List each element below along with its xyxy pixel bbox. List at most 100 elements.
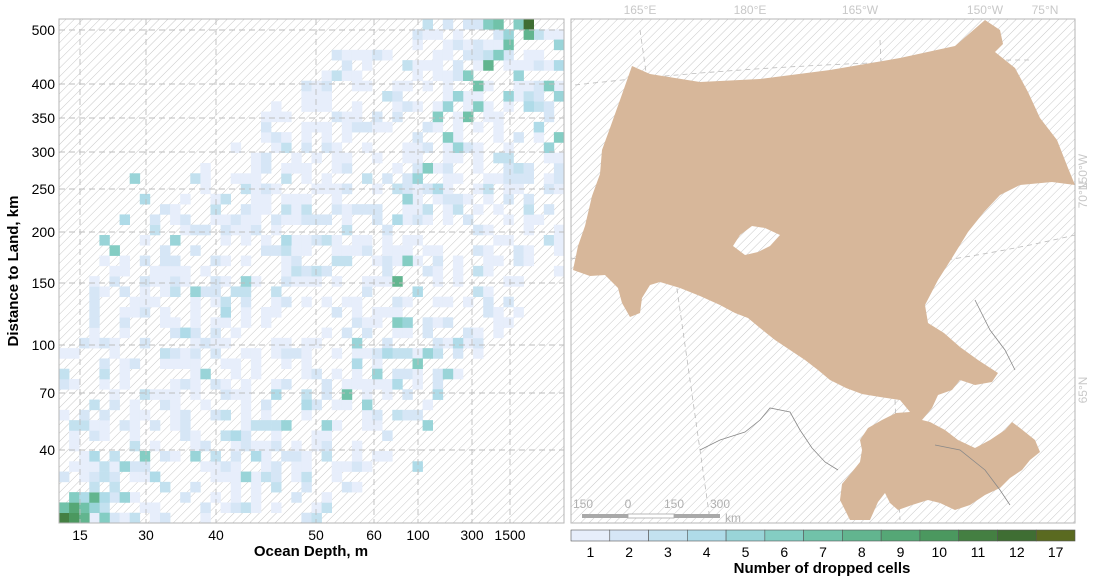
heatmap-cell bbox=[271, 430, 282, 442]
heatmap-cell bbox=[129, 307, 141, 318]
heatmap-cell bbox=[341, 111, 353, 123]
heatmap-cell bbox=[79, 492, 90, 503]
heatmap-cell bbox=[281, 296, 292, 308]
heatmap-cell bbox=[311, 337, 322, 349]
heatmap-cell bbox=[493, 235, 504, 246]
heatmap-cell bbox=[351, 481, 363, 493]
scale-unit: km bbox=[725, 511, 741, 525]
heatmap-cell bbox=[190, 358, 201, 370]
heatmap-cell bbox=[240, 183, 252, 195]
heatmap-cell bbox=[402, 60, 413, 71]
heatmap-cell bbox=[301, 173, 312, 184]
heatmap-cell bbox=[139, 451, 151, 462]
heatmap-cell bbox=[432, 348, 444, 359]
heatmap-cell bbox=[149, 512, 161, 523]
heatmap-cell bbox=[463, 296, 474, 308]
heatmap-cell bbox=[301, 451, 312, 462]
heatmap-cell bbox=[463, 19, 474, 30]
heatmap-cell bbox=[331, 111, 343, 123]
heatmap-cell bbox=[321, 296, 332, 308]
legend-swatch bbox=[648, 529, 688, 542]
heatmap-cell bbox=[523, 224, 534, 236]
heatmap-cell bbox=[250, 451, 262, 462]
heatmap-cell bbox=[331, 183, 343, 195]
heatmap-cell bbox=[311, 91, 322, 102]
heatmap-cell bbox=[281, 276, 292, 287]
heatmap-cell bbox=[240, 255, 252, 267]
heatmap-cell bbox=[301, 121, 312, 133]
heatmap-cell bbox=[250, 214, 262, 226]
heatmap-cell bbox=[543, 60, 555, 71]
heatmap-cell bbox=[200, 224, 211, 236]
heatmap-cell bbox=[180, 420, 191, 431]
heatmap-cell bbox=[220, 214, 231, 226]
heatmap-cell bbox=[190, 337, 201, 349]
heatmap-cell bbox=[291, 265, 302, 277]
heatmap-cell bbox=[351, 440, 363, 452]
heatmap-cell bbox=[351, 461, 363, 472]
heatmap-cell bbox=[311, 101, 322, 112]
heatmap-cell bbox=[503, 163, 514, 174]
heatmap-cell bbox=[362, 409, 373, 421]
heatmap-cell bbox=[452, 265, 464, 277]
x-tick-labels: 15 30 40 50 60 100 300 1500 bbox=[72, 527, 526, 543]
heatmap-cell bbox=[372, 409, 383, 421]
heatmap-cell bbox=[240, 409, 252, 421]
heatmap-cell bbox=[452, 348, 464, 359]
heatmap-cell bbox=[402, 152, 413, 164]
heatmap-cell bbox=[321, 451, 332, 462]
y-tick-labels: 40 70 100 150 200 250 300 350 400 500 bbox=[32, 22, 56, 458]
heatmap-cell bbox=[190, 317, 201, 328]
heatmap-cell bbox=[473, 49, 484, 61]
heatmap-cell bbox=[230, 430, 242, 442]
heatmap-cell bbox=[483, 49, 494, 61]
heatmap-cell bbox=[200, 512, 211, 523]
heatmap-cell bbox=[250, 276, 262, 287]
heatmap-cell bbox=[321, 327, 332, 339]
heatmap-cell bbox=[170, 358, 181, 370]
heatmap-cell bbox=[139, 409, 151, 421]
heatmap-cell bbox=[250, 204, 262, 215]
heatmap-cell bbox=[250, 420, 262, 431]
heatmap-cell bbox=[331, 142, 343, 154]
heatmap-cell bbox=[341, 379, 353, 390]
heatmap-cell bbox=[382, 121, 393, 133]
heatmap-cell bbox=[372, 49, 383, 61]
heatmap-cell bbox=[483, 255, 494, 267]
heatmap-cell bbox=[99, 368, 110, 380]
y-tick-label: 70 bbox=[39, 385, 55, 401]
heatmap-cell bbox=[261, 245, 272, 256]
heatmap-cell bbox=[139, 471, 151, 483]
heatmap-cell bbox=[382, 337, 393, 349]
heatmap-cell bbox=[160, 265, 171, 277]
heatmap-cell bbox=[119, 286, 130, 298]
legend-swatch bbox=[764, 529, 804, 542]
legend-swatch bbox=[725, 529, 766, 542]
heatmap-cell bbox=[170, 327, 181, 339]
heatmap-cell bbox=[321, 265, 332, 277]
heatmap-cell bbox=[432, 337, 444, 349]
heatmap-cell bbox=[503, 214, 514, 226]
heatmap-cell bbox=[412, 461, 423, 472]
heatmap-cell bbox=[402, 183, 413, 195]
heatmap-cell bbox=[301, 204, 312, 215]
heatmap-cell bbox=[79, 471, 90, 483]
heatmap-cell bbox=[402, 101, 413, 112]
legend-swatch bbox=[803, 529, 843, 542]
heatmap-cell bbox=[503, 152, 514, 164]
heatmap-cell bbox=[392, 91, 403, 102]
heatmap-cell bbox=[372, 307, 383, 318]
heatmap-cell bbox=[382, 307, 393, 318]
heatmap-cell bbox=[533, 29, 545, 40]
heatmap-cell bbox=[523, 214, 534, 226]
heatmap-cell bbox=[79, 451, 90, 462]
heatmap-cell bbox=[261, 317, 272, 328]
heatmap-cell bbox=[331, 163, 343, 174]
heatmap-cell bbox=[432, 368, 444, 380]
heatmap-cell bbox=[301, 409, 312, 421]
heatmap-cell bbox=[321, 173, 332, 184]
heatmap-cell bbox=[89, 276, 100, 287]
heatmap-cell bbox=[220, 224, 231, 236]
heatmap-cell bbox=[79, 512, 90, 523]
heatmap-cell bbox=[452, 173, 464, 184]
